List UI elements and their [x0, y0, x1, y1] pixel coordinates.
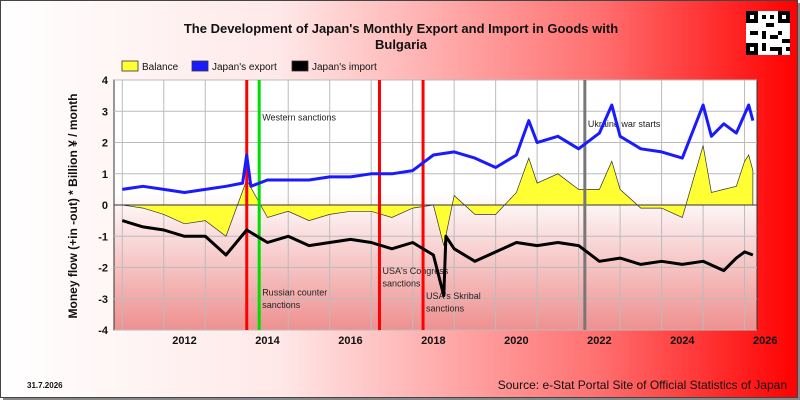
import-line — [121, 219, 754, 298]
title-line-2: Bulgaria — [374, 37, 427, 52]
y-tick-label: -3 — [98, 294, 108, 306]
y-tick-label: -2 — [98, 263, 108, 275]
y-tick-label: 4 — [102, 75, 109, 87]
legend-swatch — [291, 60, 309, 72]
legend-label: Japan's import — [312, 62, 377, 73]
y-tick-label: 1 — [102, 169, 108, 181]
balance-area — [122, 145, 754, 246]
y-tick-label: -4 — [98, 325, 109, 337]
event-label: sanctions — [262, 300, 301, 310]
event-label: USA's Congress — [382, 266, 448, 276]
x-tick-label: 2026 — [753, 335, 777, 347]
legend-swatch — [121, 60, 139, 72]
export-line — [122, 103, 755, 194]
event-label: Western sanctions — [262, 113, 336, 123]
source-note: Source: e-Stat Portal Site of Official S… — [497, 378, 787, 392]
chart-title: The Development of Japan's Monthly Expor… — [121, 21, 681, 53]
legend-swatch — [191, 60, 209, 72]
event-label: sanctions — [426, 303, 465, 313]
legend-label: Balance — [142, 62, 179, 73]
y-tick-label: 3 — [102, 106, 108, 118]
y-tick-label: 2 — [102, 138, 108, 150]
x-tick-label: 2020 — [504, 335, 528, 347]
x-tick-label: 2024 — [670, 335, 695, 347]
y-tick-label: 0 — [102, 200, 108, 212]
x-tick-label: 2014 — [255, 335, 280, 347]
title-line-1: The Development of Japan's Monthly Expor… — [183, 21, 619, 36]
x-tick-label: 2018 — [421, 335, 445, 347]
date-stamp: 31.7.2026 — [27, 381, 63, 390]
event-label: sanctions — [382, 278, 421, 288]
qr-code-icon — [746, 11, 790, 55]
x-tick-label: 2012 — [172, 335, 196, 347]
y-tick-label: -1 — [98, 231, 108, 243]
event-label: USA's Skribal — [426, 291, 481, 301]
x-tick-label: 2016 — [338, 335, 362, 347]
legend-label: Japan's export — [212, 62, 277, 73]
event-label: Ukraine war starts — [588, 119, 661, 129]
event-label: Russian counter — [262, 288, 327, 298]
x-tick-label: 2022 — [587, 335, 611, 347]
